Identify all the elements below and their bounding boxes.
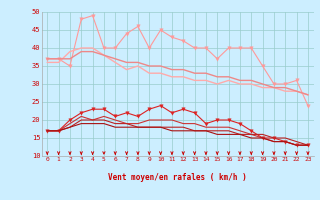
X-axis label: Vent moyen/en rafales ( km/h ): Vent moyen/en rafales ( km/h ) [108,173,247,182]
